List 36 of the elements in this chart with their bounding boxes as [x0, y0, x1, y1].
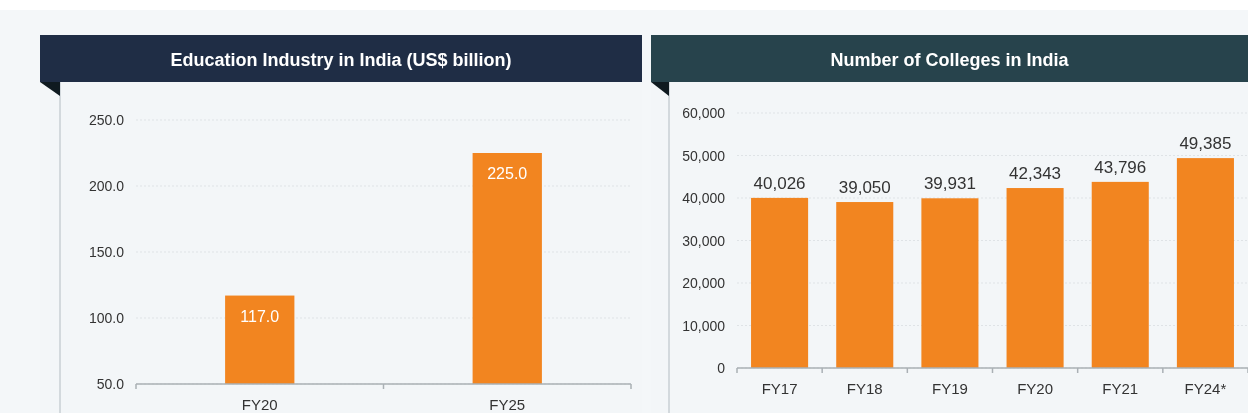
bar — [1006, 188, 1064, 368]
x-tick-label: FY18 — [846, 380, 883, 397]
bar — [921, 198, 979, 368]
y-tick-label: 30,000 — [682, 232, 726, 249]
y-tick-label: 50.0 — [96, 376, 125, 392]
data-label: 39,050 — [838, 178, 891, 198]
y-tick-label: 10,000 — [682, 317, 726, 334]
x-tick-label: FY24* — [1184, 380, 1227, 397]
x-tick-label: FY19 — [931, 380, 968, 397]
data-label: 43,796 — [1094, 157, 1147, 177]
data-label: 40,026 — [753, 173, 806, 193]
y-tick-label: 200.0 — [88, 178, 125, 194]
bar — [1091, 181, 1149, 368]
y-tick-label: 40,000 — [682, 190, 726, 206]
x-tick-label: FY20 — [1017, 380, 1054, 397]
y-tick-label: 50,000 — [682, 147, 726, 164]
x-tick-label: FY20 — [241, 396, 278, 413]
data-label: 42,343 — [1009, 164, 1062, 184]
data-label: 117.0 — [240, 307, 280, 325]
y-tick-label: 20,000 — [682, 275, 726, 291]
x-tick-label: FY25 — [489, 396, 526, 413]
data-label: 39,931 — [923, 174, 976, 194]
data-label: 49,385 — [1179, 134, 1232, 154]
y-tick-label: 100.0 — [88, 310, 125, 326]
bar — [836, 202, 894, 368]
chart-title: Education Industry in India (US$ billion) — [170, 50, 512, 70]
y-tick-label: 60,000 — [682, 105, 726, 121]
y-tick-label: 150.0 — [88, 244, 125, 260]
bar — [751, 197, 809, 368]
x-tick-label: FY17 — [761, 380, 798, 397]
y-tick-label: 0 — [717, 360, 726, 376]
data-label: 225.0 — [487, 165, 528, 182]
bar — [1176, 158, 1234, 368]
x-tick-label: FY21 — [1102, 380, 1139, 397]
y-tick-label: 250.0 — [88, 112, 125, 128]
chart-title: Number of Colleges in India — [830, 50, 1070, 70]
